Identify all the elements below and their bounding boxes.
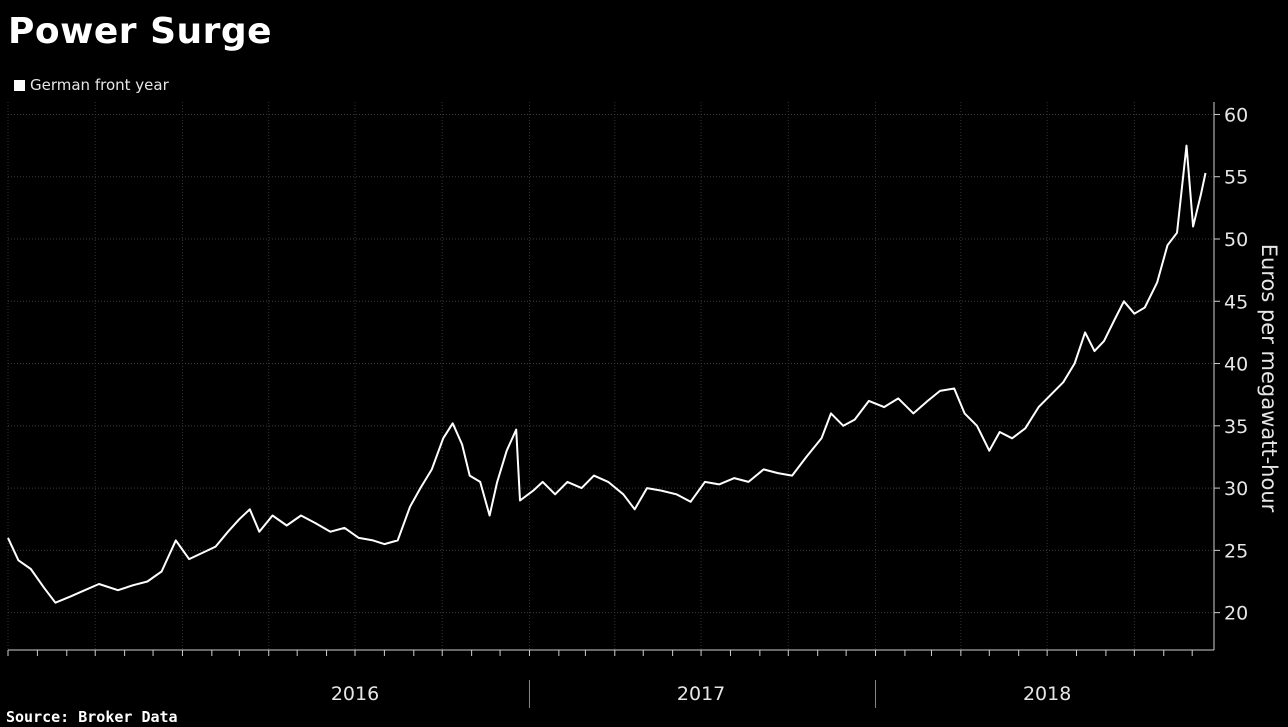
series-layer [7,144,1207,604]
y-tick-label: 20 [1224,603,1248,625]
y-tick-label: 60 [1224,104,1248,126]
x-tick-label: 2018 [1023,683,1071,705]
y-axis-label: Euros per megawatt-hour [1257,244,1281,513]
legend: German front year [14,76,169,94]
y-tick-label: 35 [1224,416,1248,438]
chart-title: Power Surge [8,11,273,52]
source-note: Source: Broker Data [6,708,178,726]
legend-label: German front year [30,76,169,94]
grid-lines [7,102,1214,650]
x-tick-label: 2016 [331,683,379,705]
series-line-german-front-year [7,144,1207,604]
x-tick-label: 2017 [677,683,725,705]
y-axis: 20 25 30 35 40 45 50 55 60 [1213,102,1248,650]
y-tick-label: 50 [1224,229,1248,251]
y-tick-label: 55 [1224,167,1248,189]
y-tick-label: 25 [1224,540,1248,562]
legend-swatch [14,79,25,91]
x-axis: 2016 2017 2018 [7,649,1214,708]
y-tick-label: 45 [1224,291,1248,313]
y-tick-label: 40 [1224,354,1248,376]
y-tick-label: 30 [1224,478,1248,500]
